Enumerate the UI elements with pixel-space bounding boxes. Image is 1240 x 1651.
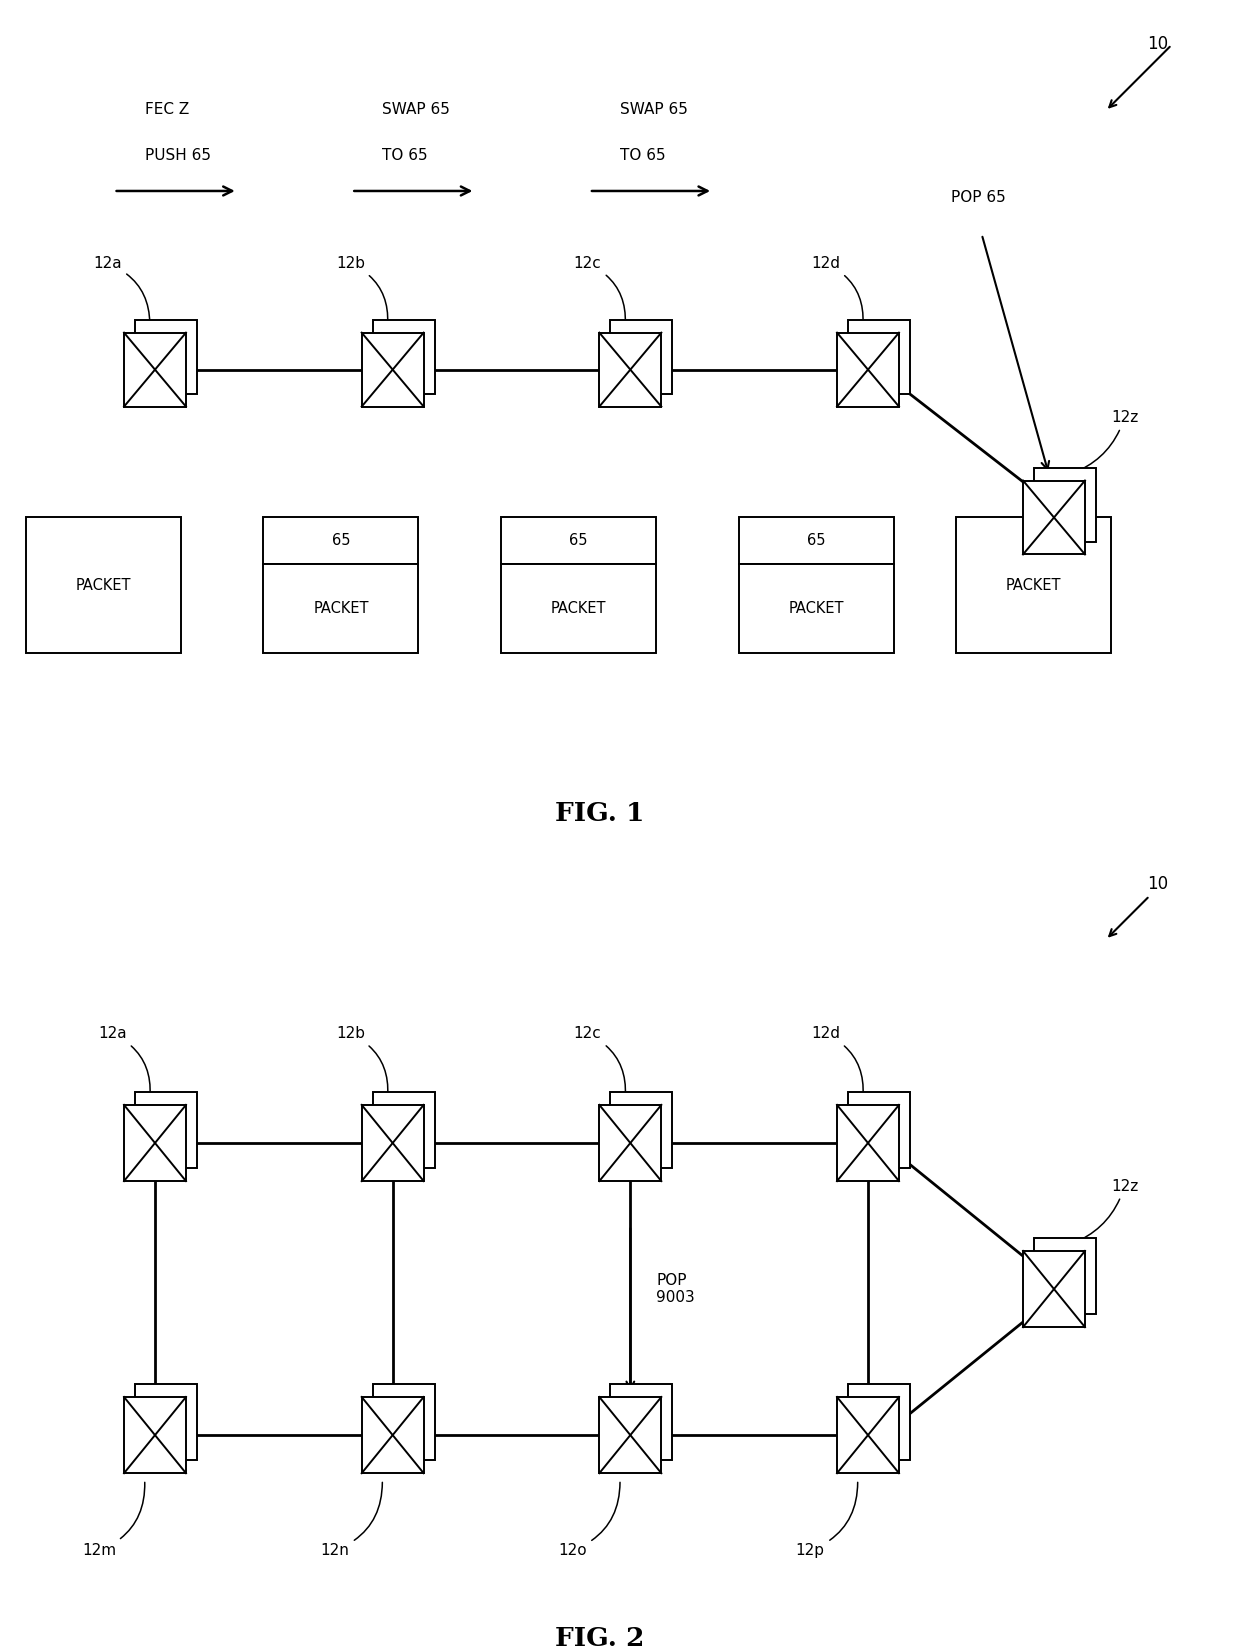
Text: 65: 65 — [569, 533, 588, 548]
Bar — [848, 1384, 910, 1459]
Text: PACKET: PACKET — [789, 601, 844, 616]
Text: 12c: 12c — [573, 256, 625, 324]
Text: 12z: 12z — [1073, 1179, 1138, 1243]
Text: 12p: 12p — [796, 1483, 858, 1559]
Bar — [599, 1105, 661, 1180]
Text: 65: 65 — [332, 533, 350, 548]
Text: 12b: 12b — [336, 256, 388, 324]
Text: FIG. 1: FIG. 1 — [554, 801, 644, 826]
Text: 12o: 12o — [558, 1483, 620, 1559]
Bar — [362, 1397, 424, 1473]
Text: 12d: 12d — [811, 256, 863, 324]
Bar — [848, 1091, 910, 1167]
Bar — [263, 565, 418, 654]
Bar — [739, 565, 894, 654]
Bar — [135, 1384, 197, 1459]
Bar — [1034, 467, 1096, 542]
Bar — [1023, 1251, 1085, 1327]
Bar — [599, 332, 661, 406]
Bar — [135, 320, 197, 393]
Text: 12z: 12z — [1073, 409, 1138, 474]
Bar — [1023, 480, 1085, 555]
Text: SWAP 65: SWAP 65 — [620, 102, 688, 117]
Text: 12a: 12a — [93, 256, 150, 324]
Text: 12m: 12m — [83, 1483, 145, 1559]
Text: FIG. 2: FIG. 2 — [554, 1626, 644, 1651]
Bar — [362, 332, 424, 406]
Text: POP 65: POP 65 — [951, 190, 1006, 205]
Bar — [610, 1091, 672, 1167]
Text: PACKET: PACKET — [76, 578, 131, 593]
Bar — [610, 320, 672, 393]
Text: PACKET: PACKET — [551, 601, 606, 616]
Bar — [956, 517, 1111, 654]
Bar — [124, 1105, 186, 1180]
Bar — [135, 1091, 197, 1167]
Text: PACKET: PACKET — [314, 601, 368, 616]
Bar — [362, 1105, 424, 1180]
Text: 10: 10 — [1110, 875, 1168, 936]
Text: POP
9003: POP 9003 — [656, 1273, 694, 1306]
Bar — [501, 517, 656, 565]
Text: TO 65: TO 65 — [620, 149, 666, 163]
Bar — [124, 332, 186, 406]
Text: 10: 10 — [1110, 35, 1169, 107]
Text: PACKET: PACKET — [1006, 578, 1061, 593]
Text: 12n: 12n — [320, 1483, 382, 1559]
Bar — [848, 320, 910, 393]
Bar — [1034, 1238, 1096, 1314]
Text: PUSH 65: PUSH 65 — [145, 149, 211, 163]
Text: 12d: 12d — [811, 1027, 863, 1096]
Bar — [124, 1397, 186, 1473]
Bar — [263, 517, 418, 565]
Bar — [837, 1397, 899, 1473]
Bar — [372, 1091, 434, 1167]
Bar — [501, 565, 656, 654]
Bar — [837, 1105, 899, 1180]
Text: 12c: 12c — [573, 1027, 625, 1096]
Bar — [610, 1384, 672, 1459]
Text: FEC Z: FEC Z — [145, 102, 188, 117]
Bar — [372, 320, 434, 393]
Text: 12b: 12b — [336, 1027, 388, 1096]
Text: SWAP 65: SWAP 65 — [382, 102, 450, 117]
Text: TO 65: TO 65 — [382, 149, 428, 163]
Bar — [599, 1397, 661, 1473]
Bar — [837, 332, 899, 406]
Bar — [739, 517, 894, 565]
Bar — [372, 1384, 434, 1459]
Text: 65: 65 — [807, 533, 826, 548]
Bar — [26, 517, 181, 654]
Text: 12a: 12a — [98, 1027, 150, 1096]
